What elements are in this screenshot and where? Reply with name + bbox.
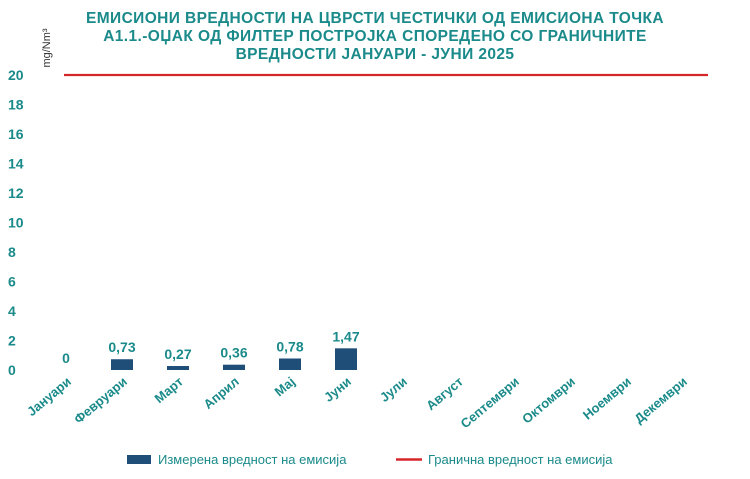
- x-tick-label: Август: [423, 374, 466, 413]
- x-tick-label: Ноември: [580, 374, 634, 423]
- x-tick-label: Февруари: [71, 374, 130, 427]
- chart-title: ЕМИСИОНИ ВРЕДНОСТИ НА ЦВРСТИ ЧЕСТИЧКИ ОД…: [86, 10, 664, 63]
- legend-bar-swatch: [127, 455, 151, 464]
- data-label: 0: [62, 350, 70, 366]
- chart-title-line: А1.1.-ОЏАК ОД ФИЛТЕР ПОСТРОЈКА СПОРЕДЕНО…: [103, 28, 647, 45]
- bar: [111, 359, 133, 370]
- legend-line-label: Гранична вредност на емисија: [428, 452, 613, 467]
- data-label: 1,47: [332, 328, 359, 344]
- bar: [335, 348, 357, 370]
- bar-series: [111, 348, 357, 370]
- x-tick-label: Март: [151, 374, 185, 406]
- y-tick-label: 6: [8, 274, 16, 290]
- chart-title-line: ВРЕДНОСТИ ЈАНУАРИ - ЈУНИ 2025: [236, 46, 515, 63]
- y-tick-label: 8: [8, 244, 16, 260]
- bar: [223, 364, 245, 370]
- y-tick-label: 10: [8, 215, 24, 231]
- x-tick-label: Јуни: [321, 374, 354, 405]
- x-tick-label: Октомври: [519, 374, 578, 427]
- x-tick-label: Јули: [377, 374, 410, 405]
- chart-title-line: ЕМИСИОНИ ВРЕДНОСТИ НА ЦВРСТИ ЧЕСТИЧКИ ОД…: [86, 10, 664, 27]
- y-axis-ticks: 0 2 4 6 8 10 12 14 16 18 20: [8, 67, 24, 378]
- x-tick-label: Септември: [458, 374, 522, 431]
- data-label: 0,73: [108, 339, 135, 355]
- bar: [167, 366, 189, 370]
- y-tick-label: 4: [8, 303, 16, 319]
- x-tick-label: Април: [201, 374, 242, 412]
- y-tick-label: 18: [8, 97, 24, 113]
- y-axis-unit: mg/Nm³: [41, 28, 53, 67]
- y-tick-label: 12: [8, 185, 24, 201]
- legend: Измерена вредност на емисија Гранична вр…: [127, 452, 613, 467]
- x-tick-label: Мај: [272, 374, 298, 400]
- y-tick-label: 16: [8, 126, 24, 142]
- data-labels: 0 0,73 0,27 0,36 0,78 1,47: [62, 328, 360, 366]
- data-label: 0,27: [164, 346, 191, 362]
- data-label: 0,36: [220, 345, 247, 361]
- x-tick-label: Декември: [631, 374, 689, 426]
- y-tick-label: 0: [8, 362, 16, 378]
- bar: [279, 358, 301, 370]
- data-label: 0,78: [276, 338, 303, 354]
- legend-bar-label: Измерена вредност на емисија: [158, 452, 347, 467]
- y-tick-label: 2: [8, 333, 16, 349]
- y-tick-label: 20: [8, 67, 24, 83]
- x-tick-label: Јануари: [24, 374, 74, 419]
- y-tick-label: 14: [8, 156, 24, 172]
